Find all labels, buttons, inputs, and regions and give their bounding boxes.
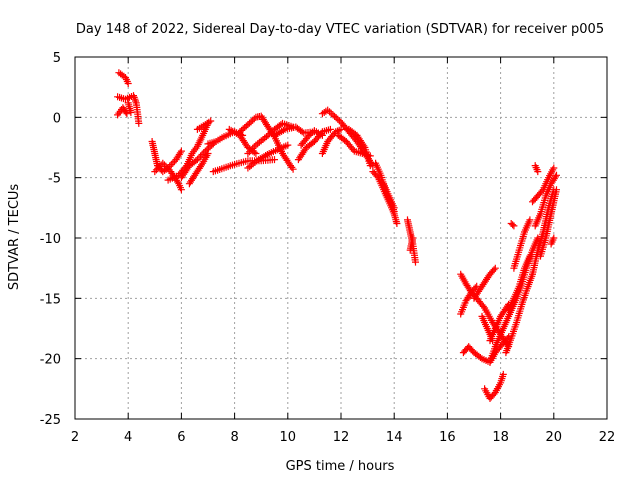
data-point xyxy=(289,165,297,173)
data-point xyxy=(307,130,315,138)
data-point xyxy=(366,162,374,170)
y-tick-label: -20 xyxy=(40,353,61,368)
x-tick-label: 16 xyxy=(439,430,456,445)
y-tick-label: -5 xyxy=(48,172,61,187)
data-point xyxy=(491,264,499,272)
data-point xyxy=(135,119,143,127)
data-point xyxy=(393,220,401,227)
data-point xyxy=(154,164,162,172)
data-point xyxy=(271,156,278,164)
data-point xyxy=(550,164,558,172)
chart-title: Day 148 of 2022, Sidereal Day-to-day VTE… xyxy=(76,22,604,37)
data-point xyxy=(127,109,135,116)
data-point xyxy=(252,150,260,157)
data-point xyxy=(195,154,203,162)
data-point xyxy=(326,108,333,116)
data-point xyxy=(510,222,518,230)
data-point xyxy=(509,221,517,229)
data-point xyxy=(198,161,205,169)
data-point xyxy=(176,149,184,157)
data-point xyxy=(409,234,417,242)
grid-lines xyxy=(75,57,607,419)
data-point xyxy=(160,161,168,169)
data-point xyxy=(284,141,292,149)
data-point xyxy=(246,148,253,156)
x-tick-label: 14 xyxy=(386,430,403,445)
data-point xyxy=(159,159,167,167)
data-point xyxy=(207,117,215,125)
data-point xyxy=(198,151,206,158)
y-tick-label: 0 xyxy=(53,111,61,126)
data-point xyxy=(526,216,534,224)
data-point xyxy=(476,354,484,361)
data-point xyxy=(499,370,507,378)
data-point xyxy=(279,126,287,134)
x-tick-label: 10 xyxy=(280,430,297,445)
data-point xyxy=(335,126,343,134)
data-point xyxy=(318,131,326,139)
data-point xyxy=(479,302,487,310)
data-point xyxy=(490,266,498,274)
data-point xyxy=(551,173,559,181)
data-point xyxy=(177,186,185,194)
data-point xyxy=(360,142,368,150)
y-axis-label: SDTVAR / TECUs xyxy=(7,184,22,291)
data-point xyxy=(244,150,252,157)
data-point xyxy=(247,146,255,154)
data-point xyxy=(526,252,534,260)
data-point xyxy=(337,125,345,133)
x-tick-label: 8 xyxy=(230,430,238,445)
data-point xyxy=(156,163,164,171)
y-tick-label: -10 xyxy=(40,232,61,247)
x-tick-label: 20 xyxy=(546,430,563,445)
data-point xyxy=(174,178,182,186)
data-point xyxy=(177,147,185,155)
data-point xyxy=(151,168,159,176)
data-point xyxy=(334,127,341,135)
y-tick-label: 5 xyxy=(53,51,61,66)
data-point xyxy=(162,163,170,171)
axis-ticks: 2 4 6 8 10 12 14 16 18 20 22 5 0 -5 -10 -15 -20 -25 xyxy=(40,51,616,445)
x-tick-label: 18 xyxy=(492,430,509,445)
x-tick-label: 2 xyxy=(71,430,79,445)
x-axis-label: GPS time / hours xyxy=(286,459,395,474)
data-point xyxy=(193,156,201,164)
y-tick-label: -15 xyxy=(40,292,61,307)
data-point xyxy=(169,159,177,167)
data-point xyxy=(553,171,560,179)
data-points xyxy=(114,69,560,402)
x-tick-label: 6 xyxy=(177,430,185,445)
data-point xyxy=(304,133,312,141)
data-point xyxy=(123,110,131,118)
data-point xyxy=(152,166,160,174)
data-point xyxy=(167,161,175,169)
data-point xyxy=(534,168,542,176)
x-tick-label: 22 xyxy=(599,430,616,445)
data-point xyxy=(124,80,132,87)
data-point xyxy=(204,150,212,157)
data-point xyxy=(412,258,419,266)
data-point xyxy=(550,234,558,242)
data-point xyxy=(250,143,258,151)
data-point xyxy=(553,186,560,194)
data-point xyxy=(197,152,205,160)
data-point xyxy=(326,125,334,133)
data-point xyxy=(298,128,306,136)
data-point xyxy=(390,204,398,212)
data-point xyxy=(164,164,172,172)
x-tick-label: 12 xyxy=(333,430,350,445)
y-tick-label: -25 xyxy=(40,413,61,428)
data-point xyxy=(249,145,257,152)
x-tick-label: 4 xyxy=(124,430,132,445)
